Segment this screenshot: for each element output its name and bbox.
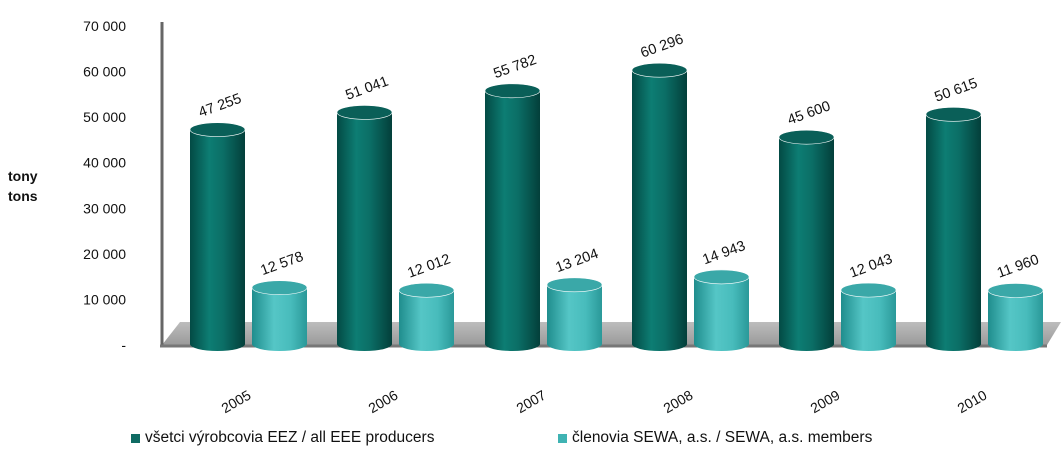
data-label: 60 296 bbox=[639, 31, 686, 61]
data-label: 12 043 bbox=[848, 251, 895, 281]
data-label: 50 615 bbox=[933, 75, 980, 105]
bar-all-producers bbox=[779, 137, 834, 352]
y-tick-label: 40 000 bbox=[83, 155, 126, 171]
bar-chart: - 10 000 20 000 30 000 40 000 50 000 60 000 70 … bbox=[8, 18, 1061, 416]
bar-cap-sewa-members bbox=[251, 280, 308, 295]
bar-cap-sewa-members bbox=[987, 283, 1044, 298]
legend-label-sewa-members: členovia SEWA, a.s. / SEWA, a.s. members bbox=[572, 429, 873, 446]
data-label: 12 578 bbox=[259, 249, 306, 279]
bar-cap-all-producers bbox=[336, 105, 393, 120]
bar-all-producers bbox=[485, 90, 540, 351]
legend-swatch-sewa-members bbox=[558, 433, 567, 443]
y-tick-label: 30 000 bbox=[83, 200, 126, 216]
x-tick-label: 2008 bbox=[661, 387, 696, 417]
y-tick-label: 60 000 bbox=[83, 64, 126, 80]
y-tick-label: 50 000 bbox=[83, 109, 126, 125]
y-axis-label: tony bbox=[8, 168, 38, 184]
bar-cap-sewa-members bbox=[840, 282, 897, 298]
bar-sewa-members bbox=[547, 284, 602, 352]
x-tick-label: 2010 bbox=[955, 387, 990, 417]
data-label: 51 041 bbox=[344, 74, 391, 104]
x-tick-label: 2007 bbox=[514, 387, 549, 417]
data-label: 11 960 bbox=[995, 252, 1041, 282]
x-tick-label: 2009 bbox=[808, 387, 843, 417]
x-tick-label: 2006 bbox=[366, 387, 401, 417]
bar-sewa-members bbox=[988, 290, 1043, 352]
bar-cap-all-producers bbox=[189, 122, 246, 137]
bar-sewa-members bbox=[841, 290, 896, 352]
bar-all-producers bbox=[337, 112, 392, 352]
data-label: 13 204 bbox=[554, 246, 601, 276]
bar-sewa-members bbox=[252, 287, 307, 352]
data-label: 55 782 bbox=[492, 52, 539, 82]
bar-cap-sewa-members bbox=[398, 282, 455, 298]
bar-all-producers bbox=[926, 114, 981, 352]
axes: - 10 000 20 000 30 000 40 000 50 000 60 000 70 … bbox=[8, 18, 1047, 416]
data-labels: 47 255 12 578 51 041 12 012 55 782 13 204 60 2… bbox=[197, 31, 1042, 281]
legend-item-sewa-members: členovia SEWA, a.s. / SEWA, a.s. members bbox=[558, 429, 872, 447]
bar-cap-sewa-members bbox=[546, 277, 603, 293]
bar-cap-all-producers bbox=[484, 83, 541, 99]
bar-cap-all-producers bbox=[925, 107, 982, 122]
legend-item-all-producers: všetci výrobcovia EEZ / all EEE producer… bbox=[131, 429, 434, 447]
bar-all-producers bbox=[190, 129, 245, 352]
y-tick-label: 10 000 bbox=[83, 291, 126, 307]
y-tick-label: 70 000 bbox=[83, 18, 126, 34]
legend-swatch-all-producers bbox=[131, 433, 140, 443]
legend: všetci výrobcovia EEZ / all EEE producer… bbox=[0, 429, 1062, 453]
y-tick-label: - bbox=[121, 337, 126, 353]
data-label: 14 943 bbox=[701, 238, 748, 268]
bar-sewa-members bbox=[694, 276, 749, 352]
bar-cap-all-producers bbox=[631, 62, 688, 78]
bar-cap-all-producers bbox=[778, 129, 835, 145]
x-tick-label: 2005 bbox=[219, 387, 254, 417]
bar-all-producers bbox=[632, 70, 687, 352]
y-tick-label: 20 000 bbox=[83, 246, 126, 262]
data-label: 12 012 bbox=[406, 251, 453, 281]
data-label: 47 255 bbox=[197, 91, 244, 121]
data-label: 45 600 bbox=[786, 98, 833, 128]
legend-label-all-producers: všetci výrobcovia EEZ / all EEE producer… bbox=[145, 429, 435, 446]
bars bbox=[189, 62, 1044, 352]
bar-cap-sewa-members bbox=[693, 269, 750, 285]
y-axis-label: tons bbox=[8, 188, 38, 204]
bar-sewa-members bbox=[399, 290, 454, 352]
